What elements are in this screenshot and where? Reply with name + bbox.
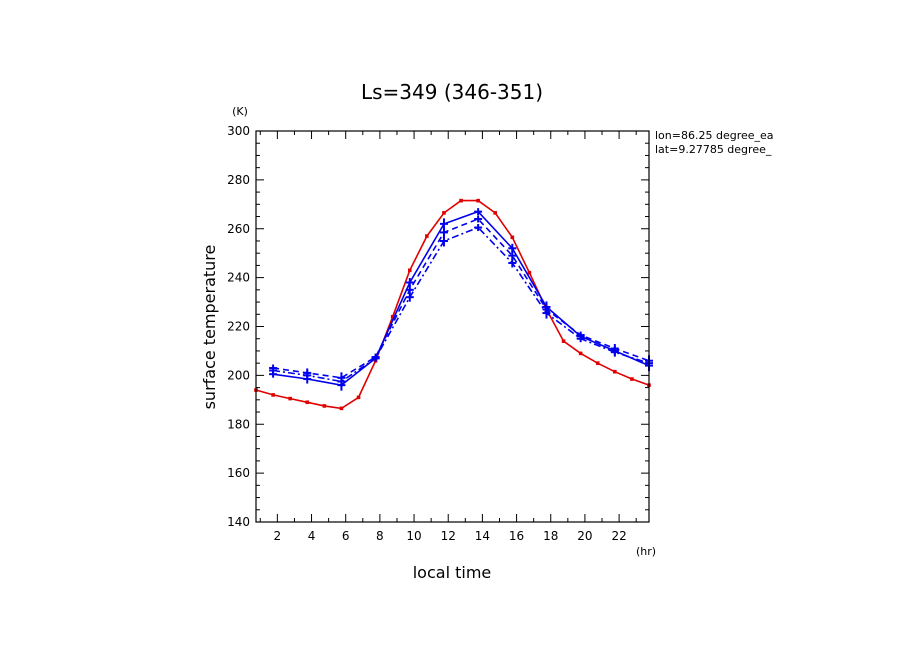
- y-tick-label: 200: [227, 368, 250, 382]
- plot-frame: [255, 130, 650, 523]
- y-tick-label: 260: [227, 222, 250, 236]
- x-tick-label: 12: [441, 529, 456, 543]
- x-tick-label: 18: [543, 529, 558, 543]
- series-2: [269, 215, 653, 384]
- y-tick-label: 180: [227, 417, 250, 431]
- y-tick-label: 160: [227, 466, 250, 480]
- y-unit-label: (K): [232, 105, 248, 118]
- x-tick-label: 10: [406, 529, 421, 543]
- x-unit-label: (hr): [636, 545, 656, 558]
- data-point: [613, 369, 617, 374]
- y-tick-label: 280: [227, 173, 250, 187]
- chart-title: Ls=349 (346-351): [361, 80, 543, 104]
- data-point: [493, 211, 498, 215]
- series-3: [269, 224, 653, 387]
- data-point: [578, 351, 583, 356]
- y-tick-label: 140: [227, 515, 250, 529]
- axis-ticks: 2 4 6 8 10 12 14 16 18 20 22 140 160 180 200 220 240 260 2…: [227, 124, 649, 543]
- data-point: [390, 314, 395, 319]
- data-point: [407, 268, 412, 273]
- x-tick-label: 16: [509, 529, 524, 543]
- x-tick-label: 8: [376, 529, 384, 543]
- series-0: [254, 198, 651, 411]
- y-axis-label: surface temperature: [200, 245, 219, 410]
- y-tick-label: 240: [227, 271, 250, 285]
- data-point: [527, 270, 532, 275]
- series-1: [269, 208, 653, 391]
- y-tick-label: 220: [227, 320, 250, 334]
- data-point: [459, 198, 463, 203]
- data-point: [630, 377, 634, 381]
- x-tick-label: 4: [308, 529, 316, 543]
- data-point: [322, 404, 327, 408]
- data-point: [595, 361, 600, 365]
- data-point: [442, 211, 446, 215]
- y-tick-label: 300: [227, 124, 250, 138]
- series-line: [255, 199, 650, 410]
- series-line: [272, 210, 650, 386]
- data-point: [356, 395, 361, 400]
- data-point: [271, 393, 275, 397]
- data-point: [288, 396, 292, 401]
- series-line: [272, 218, 650, 379]
- x-tick-label: 20: [577, 529, 592, 543]
- data-point: [339, 406, 344, 411]
- data-point: [510, 235, 515, 240]
- series-layer: [254, 198, 653, 411]
- x-tick-label: 2: [274, 529, 282, 543]
- data-point: [561, 339, 566, 343]
- x-axis-label: local time: [413, 563, 492, 582]
- data-point: [305, 400, 310, 405]
- data-point: [425, 234, 429, 238]
- annotation-lon: lon=86.25 degree_ea: [655, 129, 774, 142]
- x-tick-label: 14: [475, 529, 490, 543]
- data-point: [476, 198, 480, 203]
- x-tick-label: 22: [611, 529, 626, 543]
- series-line: [272, 226, 650, 383]
- x-tick-label: 6: [342, 529, 350, 543]
- annotation-lat: lat=9.27785 degree_: [655, 143, 772, 156]
